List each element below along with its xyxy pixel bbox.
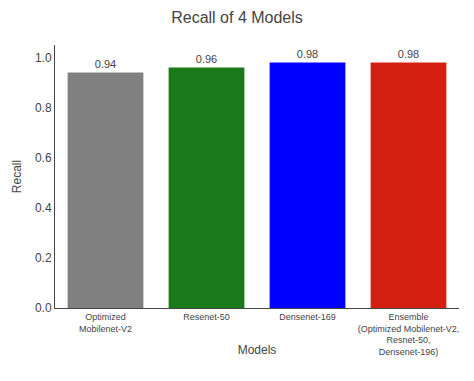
svg-text:0.98: 0.98 (398, 48, 419, 60)
svg-text:Models: Models (238, 343, 277, 357)
svg-text:0.4: 0.4 (35, 201, 52, 215)
svg-text:Ensemble(Optimized Mobilenet-V: Ensemble(Optimized Mobilenet-V2,Resnet-5… (358, 312, 460, 357)
svg-text:0.2: 0.2 (35, 251, 52, 265)
svg-text:0.94: 0.94 (95, 58, 116, 70)
svg-text:0.96: 0.96 (196, 53, 217, 65)
svg-text:Densenet-169: Densenet-169 (279, 312, 336, 322)
svg-text:1.0: 1.0 (35, 51, 52, 65)
svg-text:0.6: 0.6 (35, 151, 52, 165)
svg-text:Recall of 4 Models: Recall of 4 Models (171, 9, 303, 26)
svg-text:OptimizedMobilenet-V2: OptimizedMobilenet-V2 (79, 312, 132, 334)
svg-text:0.98: 0.98 (297, 48, 318, 60)
svg-text:0.0: 0.0 (35, 301, 52, 315)
svg-text:Recall: Recall (10, 160, 24, 193)
svg-text:Resenet-50: Resenet-50 (183, 312, 230, 322)
svg-text:0.8: 0.8 (35, 101, 52, 115)
